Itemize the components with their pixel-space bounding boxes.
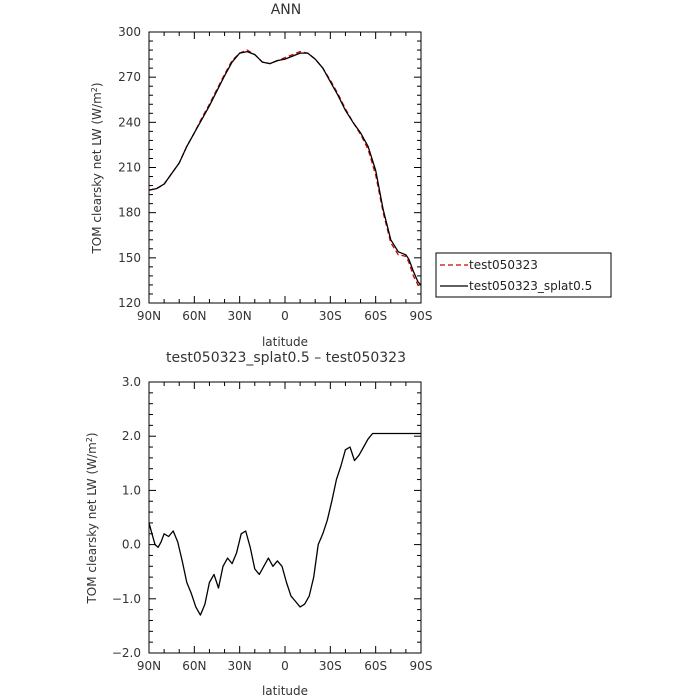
top-x-tick-label: 0 xyxy=(281,309,289,323)
legend: test050323 test050323_splat0.5 xyxy=(435,252,612,298)
bottom-x-tick-label: 30N xyxy=(228,659,252,673)
bottom-ticks: 90N 60N 30N 0 30S 60S 90S −2.0 −1.0 0.0 1.0 2.0 3.0 xyxy=(112,375,433,673)
bottom-y-tick-label: 2.0 xyxy=(122,429,141,443)
bottom-x-tick-label: 60S xyxy=(364,659,387,673)
bottom-y-tick-label: 0.0 xyxy=(122,538,141,552)
bottom-x-tick-label: 30S xyxy=(319,659,342,673)
bottom-x-tick-label: 60N xyxy=(182,659,206,673)
top-y-tick-label: 150 xyxy=(118,251,141,265)
top-series-line-1 xyxy=(148,50,422,286)
top-y-tick-label: 300 xyxy=(118,25,141,39)
legend-label-test050323-splat: test050323_splat0.5 xyxy=(469,279,592,293)
bottom-plot-frame xyxy=(148,381,422,654)
top-plot-frame xyxy=(148,31,422,304)
bottom-series-line-0 xyxy=(148,432,421,616)
top-x-tick-label: 30S xyxy=(319,309,342,323)
top-y-tick-label: 120 xyxy=(118,296,141,310)
top-x-tick-label: 90N xyxy=(137,309,161,323)
bottom-x-tick-label: 0 xyxy=(281,659,289,673)
top-x-tick-label: 60S xyxy=(364,309,387,323)
top-series-line-0 xyxy=(148,49,422,289)
bottom-y-tick-label: −1.0 xyxy=(112,592,141,606)
top-ticks: 90N 60N 30N 0 30S 60S 90S 120 150 180 210 240 270 300 xyxy=(118,25,432,323)
top-y-tick-label: 180 xyxy=(118,206,141,220)
top-x-tick-label: 60N xyxy=(182,309,206,323)
bottom-y-tick-label: 1.0 xyxy=(122,483,141,497)
top-series xyxy=(148,49,422,289)
legend-label-test050323: test050323 xyxy=(469,258,538,272)
bottom-panel: test050323_splat0.5 – test050323 90N 60N 3… xyxy=(85,350,433,698)
bottom-x-axis-label: latitude xyxy=(262,684,308,698)
top-x-tick-label: 30N xyxy=(228,309,252,323)
top-x-axis-label: latitude xyxy=(262,335,308,349)
top-chart-title: ANN xyxy=(271,2,302,18)
bottom-y-axis-label: TOM clearsky net LW (W/m2) xyxy=(85,432,100,604)
top-y-tick-label: 240 xyxy=(118,115,141,129)
bottom-y-tick-label: 3.0 xyxy=(122,375,141,389)
top-x-tick-label: 90S xyxy=(410,309,433,323)
bottom-chart-title: test050323_splat0.5 – test050323 xyxy=(166,350,406,366)
bottom-x-tick-label: 90S xyxy=(410,659,433,673)
top-y-tick-label: 210 xyxy=(118,161,141,175)
top-y-tick-label: 270 xyxy=(118,70,141,84)
bottom-y-tick-label: −2.0 xyxy=(112,646,141,660)
bottom-x-tick-label: 90N xyxy=(137,659,161,673)
top-panel: ANN 90N 60N 30N 0 30S 60S 90S 120 150 180 210 240 27… xyxy=(90,2,612,349)
top-y-axis-label: TOM clearsky net LW (W/m2) xyxy=(90,82,105,254)
legend-box xyxy=(435,252,612,298)
bottom-series xyxy=(148,432,421,616)
